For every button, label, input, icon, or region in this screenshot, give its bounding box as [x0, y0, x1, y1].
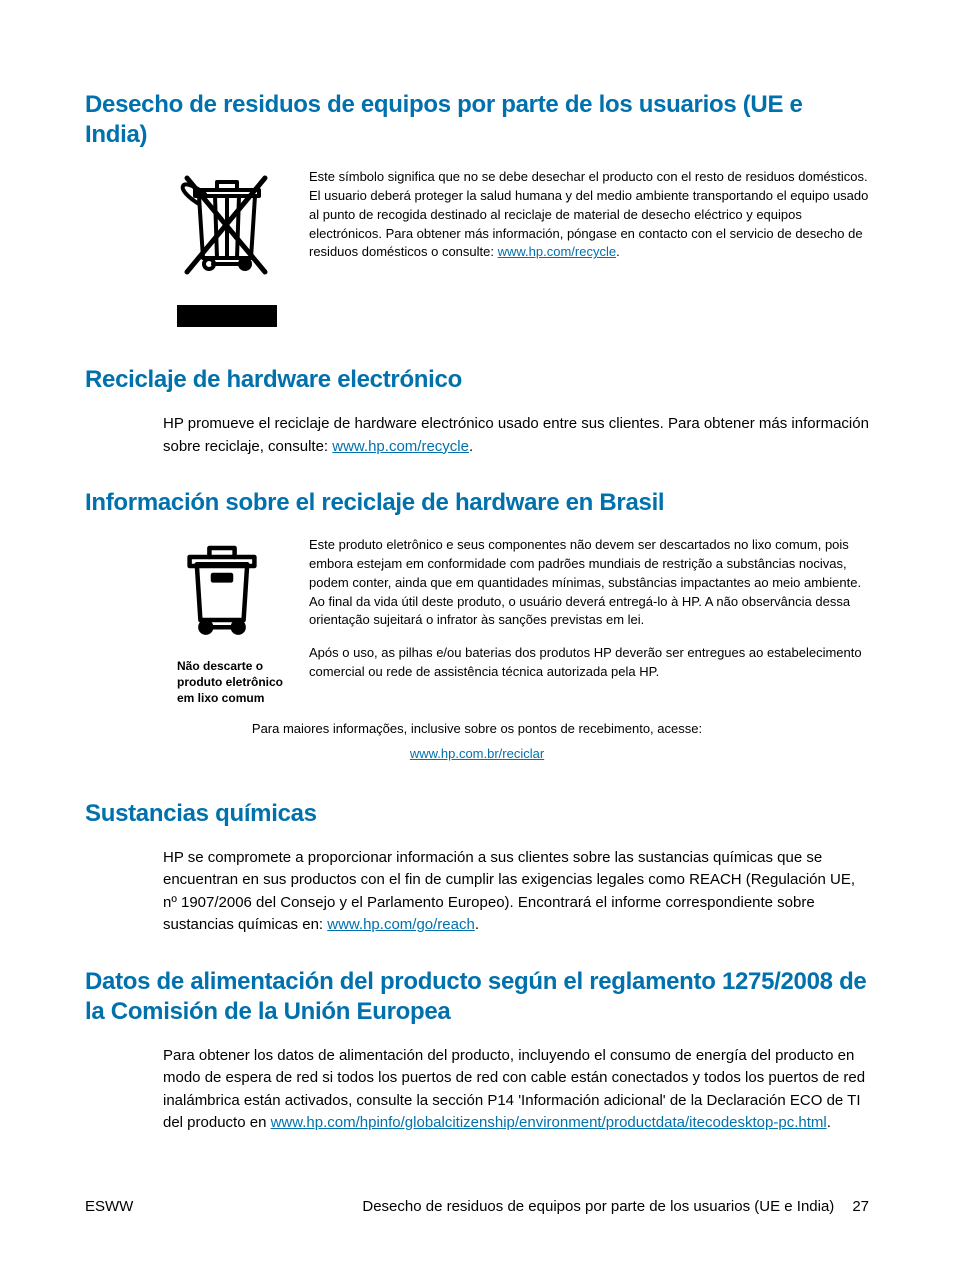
eco-link[interactable]: www.hp.com/hpinfo/globalcitizenship/envi…: [271, 1114, 827, 1131]
heading-chemicals: Sustancias químicas: [85, 799, 869, 829]
footer-right: Desecho de residuos de equipos por parte…: [362, 1198, 869, 1215]
brazil-para2: Após o uso, as pilhas e/ou baterias dos …: [309, 644, 869, 682]
brazil-reciclar-link[interactable]: www.hp.com.br/reciclar: [410, 746, 544, 761]
body-text: HP se compromete a proporcionar informac…: [163, 849, 855, 934]
row-waste-disposal: Este símbolo significa que no se debe de…: [85, 168, 869, 327]
reach-link[interactable]: www.hp.com/go/reach: [327, 916, 475, 933]
text-brazil: Este produto eletrônico e seus component…: [309, 536, 869, 707]
section-brazil-recycle: Información sobre el reciclaje de hardwa…: [85, 488, 869, 761]
body-chemicals: HP se compromete a proporcionar informac…: [163, 847, 869, 937]
body-text: HP promueve el reciclaje de hardware ele…: [163, 415, 869, 455]
heading-brazil-recycle: Información sobre el reciclaje de hardwa…: [85, 488, 869, 518]
recycle-link[interactable]: www.hp.com/recycle: [332, 438, 469, 455]
page-footer: ESWW Desecho de residuos de equipos por …: [85, 1198, 869, 1215]
body-text-post: .: [475, 916, 479, 933]
heading-power-data: Datos de alimentación del producto según…: [85, 967, 869, 1027]
footer-left: ESWW: [85, 1198, 133, 1215]
body-hardware-recycle: HP promueve el reciclaje de hardware ele…: [163, 413, 869, 458]
heading-waste-disposal: Desecho de residuos de equipos por parte…: [85, 90, 869, 150]
section-waste-disposal: Desecho de residuos de equipos por parte…: [85, 90, 869, 327]
section-hardware-recycle: Reciclaje de hardware electrónico HP pro…: [85, 365, 869, 458]
body-text-post: .: [616, 244, 620, 259]
black-bar-icon: [177, 305, 277, 327]
brazil-para1: Este produto eletrônico e seus component…: [309, 536, 869, 630]
row-brazil: Não descarte o produto eletrônico em lix…: [85, 536, 869, 707]
recycle-link[interactable]: www.hp.com/recycle: [498, 244, 616, 259]
brazil-center-text: Para maiores informações, inclusive sobr…: [85, 721, 869, 736]
heading-hardware-recycle: Reciclaje de hardware electrónico: [85, 365, 869, 395]
body-text-post: .: [827, 1114, 831, 1131]
section-chemicals: Sustancias químicas HP se compromete a p…: [85, 799, 869, 937]
text-waste-disposal: Este símbolo significa que no se debe de…: [309, 168, 869, 327]
icon-caption-brazil: Não descarte o produto eletrônico em lix…: [177, 658, 285, 707]
icon-col-brazil: Não descarte o produto eletrônico em lix…: [177, 536, 285, 707]
body-text-post: .: [469, 438, 473, 455]
page-number: 27: [852, 1198, 869, 1215]
icon-col-waste: [177, 168, 285, 327]
bin-icon: [177, 536, 267, 641]
body-power-data: Para obtener los datos de alimentación d…: [163, 1045, 869, 1135]
brazil-center-link-wrap: www.hp.com.br/reciclar: [85, 746, 869, 761]
footer-title: Desecho de residuos de equipos por parte…: [362, 1198, 834, 1215]
weee-bin-icon: [177, 168, 277, 278]
section-power-data: Datos de alimentación del producto según…: [85, 967, 869, 1135]
